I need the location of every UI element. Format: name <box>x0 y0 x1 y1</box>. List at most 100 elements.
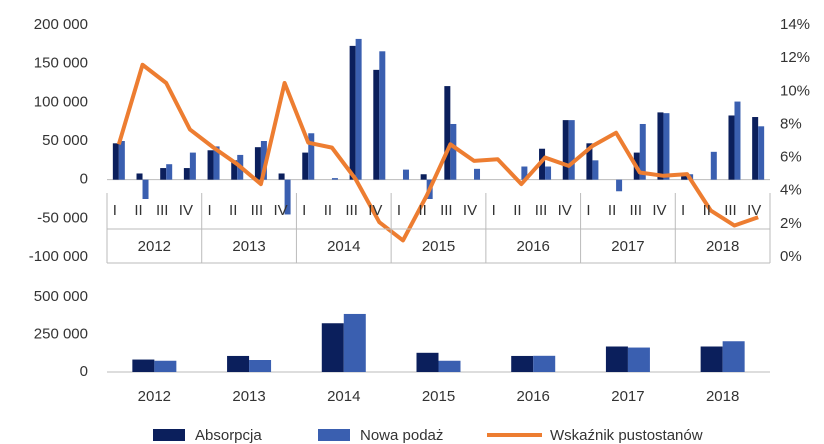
y2-tick-label: 0% <box>780 248 802 265</box>
x-tick-label: IV <box>463 202 477 219</box>
bar <box>355 38 362 180</box>
x-tick-label: I <box>397 202 401 219</box>
x-tick-label: I <box>586 202 590 219</box>
y2-tick-label: 6% <box>780 149 802 166</box>
y-tick-label: -50 000 <box>37 209 88 226</box>
bar <box>379 51 386 180</box>
x-tick-label: III <box>440 202 453 219</box>
x-tick-label: II <box>229 202 237 219</box>
bar <box>592 160 599 180</box>
x-tick-label: II <box>324 202 332 219</box>
bar <box>331 178 338 180</box>
y2-tick-label: 10% <box>780 82 810 99</box>
x-tick-label: II <box>608 202 616 219</box>
x-tick-label: 2015 <box>422 388 455 405</box>
bar <box>308 133 315 180</box>
y-tick-label: 150 000 <box>34 55 88 72</box>
x-tick-label: I <box>681 202 685 219</box>
y-tick-label: 50 000 <box>42 132 88 149</box>
x-tick-label: 2017 <box>611 388 644 405</box>
bar <box>154 360 177 372</box>
y-tick-label: 0 <box>80 363 88 380</box>
x-group-label: 2015 <box>422 238 455 255</box>
x-tick-label: I <box>492 202 496 219</box>
bar <box>521 166 528 180</box>
bar <box>728 115 735 180</box>
x-tick-label: 2012 <box>138 388 171 405</box>
x-tick-label: IV <box>179 202 193 219</box>
bar <box>586 143 593 180</box>
bar <box>160 168 167 180</box>
bar <box>166 164 173 180</box>
bar <box>112 143 119 180</box>
x-tick-label: 2013 <box>232 388 265 405</box>
y2-tick-label: 4% <box>780 182 802 199</box>
x-tick-label: III <box>535 202 548 219</box>
bar <box>657 112 664 180</box>
bar <box>511 355 534 372</box>
x-tick-label: III <box>345 202 358 219</box>
x-tick-label: IV <box>652 202 666 219</box>
bar <box>207 150 214 180</box>
bar <box>349 45 356 180</box>
bar <box>189 152 196 180</box>
bar <box>278 173 285 180</box>
x-tick-label: IV <box>558 202 572 219</box>
y-tick-label: 500 000 <box>34 288 88 305</box>
bar <box>260 141 267 180</box>
y-tick-label: 0 <box>80 171 88 188</box>
bar <box>142 179 149 199</box>
legend-swatch <box>153 429 185 441</box>
bar <box>752 117 759 180</box>
bar <box>700 346 723 372</box>
x-group-label: 2016 <box>517 238 550 255</box>
y-tick-label: 100 000 <box>34 93 88 110</box>
x-tick-label: I <box>302 202 306 219</box>
legend-label: Absorpcja <box>195 427 262 444</box>
bar <box>373 69 380 180</box>
bar <box>136 173 143 180</box>
bar <box>758 126 765 180</box>
bar <box>568 120 575 180</box>
bar <box>227 355 250 372</box>
x-tick-label: II <box>418 202 426 219</box>
x-tick-label: IV <box>747 202 761 219</box>
bar <box>321 323 344 372</box>
bar <box>343 313 366 372</box>
x-tick-label: 2014 <box>327 388 360 405</box>
x-group-label: 2012 <box>138 238 171 255</box>
legend-label: Wskaźnik pustostanów <box>550 427 703 444</box>
bar <box>444 86 451 180</box>
bar <box>710 151 717 180</box>
bar <box>231 160 238 180</box>
x-group-label: 2013 <box>232 238 265 255</box>
bar <box>734 101 741 180</box>
x-group-label: 2014 <box>327 238 360 255</box>
x-group-label: 2018 <box>706 238 739 255</box>
bar <box>639 123 646 180</box>
bar <box>605 346 628 372</box>
bar <box>450 123 457 180</box>
x-tick-label: I <box>207 202 211 219</box>
bar <box>183 168 190 180</box>
legend-swatch <box>318 429 350 441</box>
bar <box>663 113 670 180</box>
x-tick-label: III <box>630 202 643 219</box>
line-series <box>116 62 759 243</box>
bar <box>132 359 155 372</box>
legend-label: Nowa podaż <box>360 427 443 444</box>
bar <box>254 147 261 180</box>
bar <box>420 174 427 180</box>
x-tick-label: 2018 <box>706 388 739 405</box>
bar <box>118 141 125 180</box>
y-tick-label: 250 000 <box>34 325 88 342</box>
x-tick-label: IV <box>273 202 287 219</box>
bar <box>438 360 461 372</box>
x-tick-label: III <box>724 202 737 219</box>
bar <box>284 179 291 215</box>
y-tick-label: -100 000 <box>29 248 88 265</box>
x-tick-label: III <box>156 202 169 219</box>
x-tick-label: I <box>113 202 117 219</box>
x-tick-label: 2016 <box>517 388 550 405</box>
